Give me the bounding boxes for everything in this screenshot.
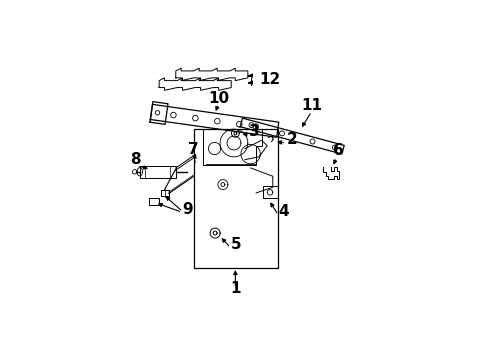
Text: 9: 9 [183,202,193,217]
Text: 6: 6 [332,143,343,158]
Bar [140,166,175,177]
Text: 5: 5 [231,237,242,252]
Text: 4: 4 [278,204,288,220]
Text: 1: 1 [230,281,240,296]
Text: 10: 10 [208,90,229,105]
Bar [262,186,277,198]
Text: 8: 8 [130,152,141,167]
Text: 12: 12 [259,72,280,87]
Text: 3: 3 [249,124,259,139]
Text: 2: 2 [286,132,297,147]
Text: 7: 7 [188,141,199,157]
Text: 11: 11 [301,98,322,113]
Bar [193,129,278,268]
